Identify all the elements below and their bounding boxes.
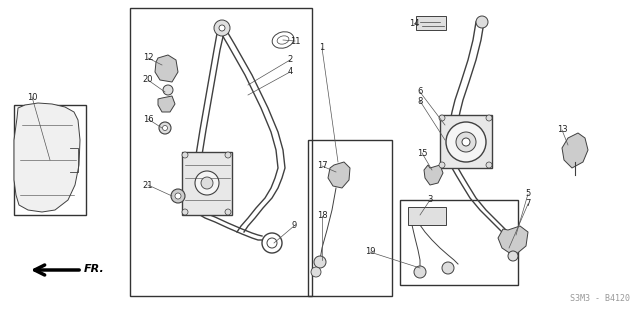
- Polygon shape: [498, 226, 528, 256]
- Bar: [408, 207, 446, 225]
- Polygon shape: [14, 103, 80, 212]
- Ellipse shape: [272, 32, 294, 48]
- Text: FR.: FR.: [84, 264, 105, 274]
- Circle shape: [442, 262, 454, 274]
- Circle shape: [267, 238, 277, 248]
- Circle shape: [439, 162, 445, 168]
- Text: 16: 16: [143, 115, 154, 124]
- Text: 1: 1: [319, 44, 324, 53]
- Circle shape: [225, 209, 231, 215]
- Text: S3M3 - B4120: S3M3 - B4120: [570, 294, 630, 303]
- Circle shape: [195, 171, 219, 195]
- Text: 17: 17: [317, 162, 327, 171]
- Text: 9: 9: [291, 222, 296, 230]
- Circle shape: [486, 162, 492, 168]
- Text: 5: 5: [525, 189, 531, 198]
- Circle shape: [182, 152, 188, 158]
- Circle shape: [314, 256, 326, 268]
- Circle shape: [414, 266, 426, 278]
- Circle shape: [214, 20, 230, 36]
- Ellipse shape: [277, 36, 289, 44]
- Text: 15: 15: [417, 148, 428, 157]
- Circle shape: [219, 25, 225, 31]
- Circle shape: [311, 267, 321, 277]
- Circle shape: [225, 152, 231, 158]
- Polygon shape: [155, 55, 178, 82]
- Bar: [130, 8, 312, 296]
- Text: 12: 12: [143, 54, 153, 63]
- Text: 19: 19: [365, 248, 375, 256]
- Text: 7: 7: [525, 199, 531, 208]
- Circle shape: [201, 177, 213, 189]
- Circle shape: [171, 189, 185, 203]
- Circle shape: [163, 85, 173, 95]
- Circle shape: [508, 251, 518, 261]
- Circle shape: [175, 193, 181, 199]
- Text: 21: 21: [143, 181, 153, 189]
- Circle shape: [163, 126, 168, 131]
- Text: 10: 10: [27, 93, 37, 101]
- Bar: [14, 105, 86, 215]
- Bar: [182, 152, 232, 215]
- Circle shape: [446, 122, 486, 162]
- Text: 3: 3: [428, 196, 433, 204]
- Bar: [440, 115, 492, 168]
- Text: 18: 18: [317, 212, 327, 220]
- Bar: [416, 16, 446, 30]
- Circle shape: [476, 16, 488, 28]
- Circle shape: [159, 122, 171, 134]
- Text: 13: 13: [557, 126, 567, 135]
- Circle shape: [439, 115, 445, 121]
- Circle shape: [182, 209, 188, 215]
- Circle shape: [486, 115, 492, 121]
- Text: 6: 6: [417, 88, 422, 96]
- Circle shape: [462, 138, 470, 146]
- Text: 8: 8: [417, 96, 422, 105]
- Text: 4: 4: [287, 68, 292, 76]
- Circle shape: [456, 132, 476, 152]
- Polygon shape: [328, 162, 350, 188]
- Polygon shape: [158, 96, 175, 112]
- Polygon shape: [424, 165, 443, 185]
- Text: 14: 14: [409, 18, 419, 28]
- Circle shape: [262, 233, 282, 253]
- Text: 2: 2: [287, 55, 292, 64]
- Text: 20: 20: [143, 75, 153, 85]
- Polygon shape: [562, 133, 588, 168]
- Bar: [308, 140, 392, 296]
- Bar: [400, 200, 518, 285]
- Text: 11: 11: [290, 37, 300, 45]
